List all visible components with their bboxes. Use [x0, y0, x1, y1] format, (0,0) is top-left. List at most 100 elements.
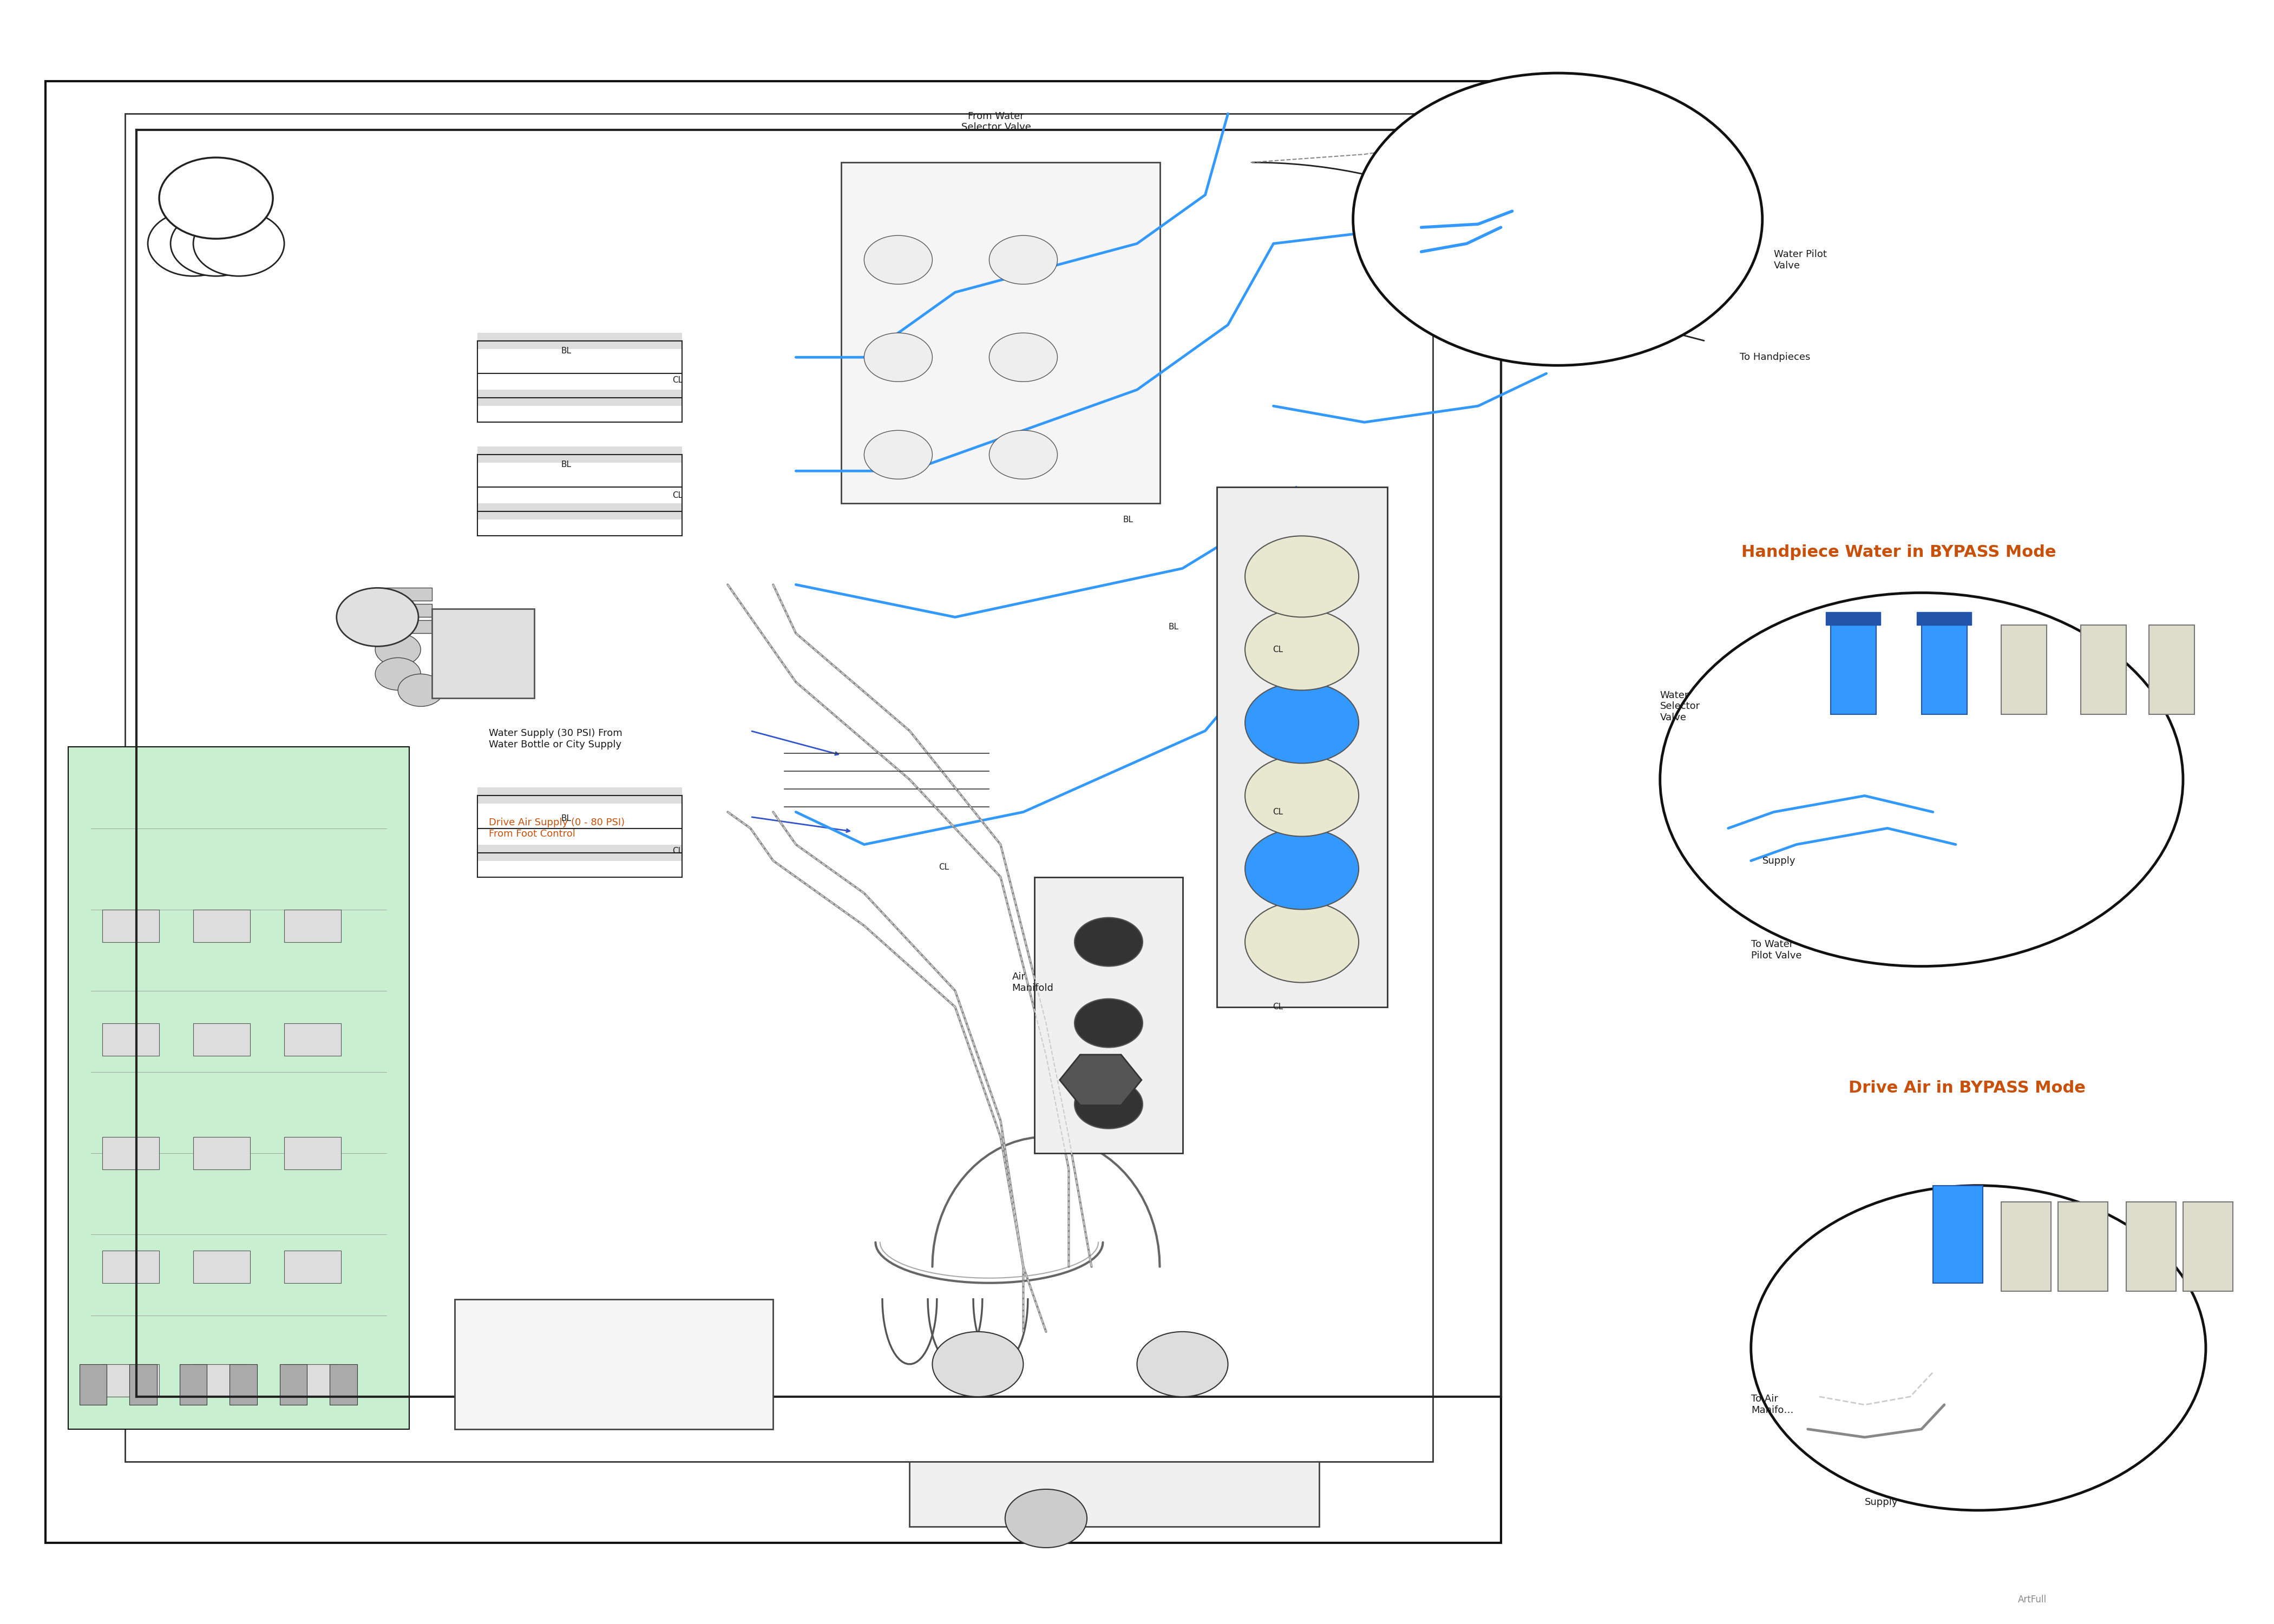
Bar [2081, 625, 2126, 715]
Bar [1933, 1186, 1983, 1283]
Text: BL: BL [1169, 624, 1178, 630]
Bar [910, 1462, 1319, 1527]
Circle shape [1353, 73, 1762, 365]
Bar [230, 1364, 257, 1405]
Bar [2058, 1202, 2108, 1291]
Circle shape [1246, 828, 1360, 909]
Circle shape [375, 633, 421, 666]
Text: BL: BL [562, 348, 571, 354]
Bar [375, 588, 432, 601]
Bar [841, 162, 1160, 503]
Text: BL: BL [562, 461, 571, 468]
Circle shape [1660, 593, 2183, 966]
Circle shape [1076, 1080, 1144, 1129]
Bar [478, 333, 682, 349]
Bar [102, 1364, 159, 1397]
Bar [478, 503, 682, 520]
Text: BL: BL [1123, 516, 1132, 523]
Text: CL: CL [673, 377, 682, 383]
Bar [1826, 612, 1881, 625]
Bar [102, 1023, 159, 1056]
Bar [284, 1023, 341, 1056]
Bar [432, 609, 534, 698]
Bar [102, 1137, 159, 1169]
Circle shape [989, 235, 1057, 284]
Circle shape [864, 235, 932, 284]
Text: Drive Air Supply (0 - 80 PSI)
From Foot Control: Drive Air Supply (0 - 80 PSI) From Foot … [489, 818, 625, 838]
Text: CL: CL [939, 864, 948, 870]
Circle shape [375, 658, 421, 690]
Text: To Water
Pilot Valve: To Water Pilot Valve [1751, 940, 1801, 960]
Text: Water Pilot
Valve: Water Pilot Valve [1774, 250, 1826, 270]
Bar [193, 1137, 250, 1169]
Bar [375, 604, 432, 617]
Circle shape [1751, 1186, 2206, 1510]
Bar [478, 390, 682, 406]
Text: Handpiece Water in BYPASS Mode: Handpiece Water in BYPASS Mode [1742, 544, 2056, 560]
Text: ArtFull: ArtFull [2017, 1595, 2047, 1605]
Bar [2001, 1202, 2051, 1291]
Bar [1035, 877, 1182, 1153]
Bar [478, 447, 682, 463]
Bar [193, 1364, 250, 1397]
Circle shape [989, 430, 1057, 479]
Bar [2149, 625, 2194, 715]
Circle shape [1246, 901, 1360, 983]
Text: From Water
Selector Valve: From Water Selector Valve [962, 112, 1030, 132]
Circle shape [989, 333, 1057, 382]
Circle shape [1246, 536, 1360, 617]
Bar [284, 1137, 341, 1169]
Circle shape [148, 211, 239, 276]
Bar [102, 1250, 159, 1283]
Bar [2126, 1202, 2176, 1291]
Text: Air
Manifold: Air Manifold [1012, 973, 1053, 992]
Circle shape [193, 211, 284, 276]
Bar [1217, 487, 1387, 1007]
Bar [330, 1364, 357, 1405]
Text: Drive Air in BYPASS Mode: Drive Air in BYPASS Mode [1849, 1080, 2085, 1096]
Bar [284, 1250, 341, 1283]
Text: CL: CL [1273, 809, 1283, 815]
Text: Supply: Supply [1762, 856, 1796, 866]
Bar [180, 1364, 207, 1405]
Text: To Handpieces: To Handpieces [1740, 352, 1810, 362]
Circle shape [1005, 1489, 1087, 1548]
Bar [284, 909, 341, 942]
Circle shape [1137, 1332, 1228, 1397]
Bar [2001, 625, 2047, 715]
Text: Supply: Supply [1865, 1497, 1899, 1507]
Text: Water
Selector
Valve: Water Selector Valve [1660, 690, 1701, 723]
Bar [193, 909, 250, 942]
Text: CL: CL [673, 492, 682, 499]
Bar [1831, 625, 1876, 715]
Text: CL: CL [1273, 646, 1283, 653]
Bar [455, 1299, 773, 1429]
Circle shape [1076, 999, 1144, 1047]
Circle shape [337, 588, 418, 646]
Circle shape [864, 333, 932, 382]
Text: Water Supply (30 PSI) From
Water Bottle or City Supply: Water Supply (30 PSI) From Water Bottle … [489, 729, 623, 749]
Bar [280, 1364, 307, 1405]
Bar [375, 620, 432, 633]
Text: To Air
Manifo…: To Air Manifo… [1751, 1395, 1794, 1415]
Bar [102, 909, 159, 942]
Bar [478, 844, 682, 861]
Bar [284, 1364, 341, 1397]
Bar [478, 788, 682, 804]
Bar [80, 1364, 107, 1405]
Bar [130, 1364, 157, 1405]
Text: BL: BL [562, 815, 571, 822]
Bar [1922, 625, 1967, 715]
Circle shape [159, 158, 273, 239]
Bar [2183, 1202, 2233, 1291]
Polygon shape [1060, 1054, 1142, 1106]
Circle shape [1246, 609, 1360, 690]
FancyBboxPatch shape [68, 747, 409, 1429]
Bar [193, 1250, 250, 1283]
Circle shape [171, 211, 262, 276]
Circle shape [1076, 918, 1144, 966]
Text: CL: CL [1273, 1004, 1283, 1010]
Bar [193, 1023, 250, 1056]
Circle shape [398, 674, 443, 706]
Circle shape [932, 1332, 1023, 1397]
